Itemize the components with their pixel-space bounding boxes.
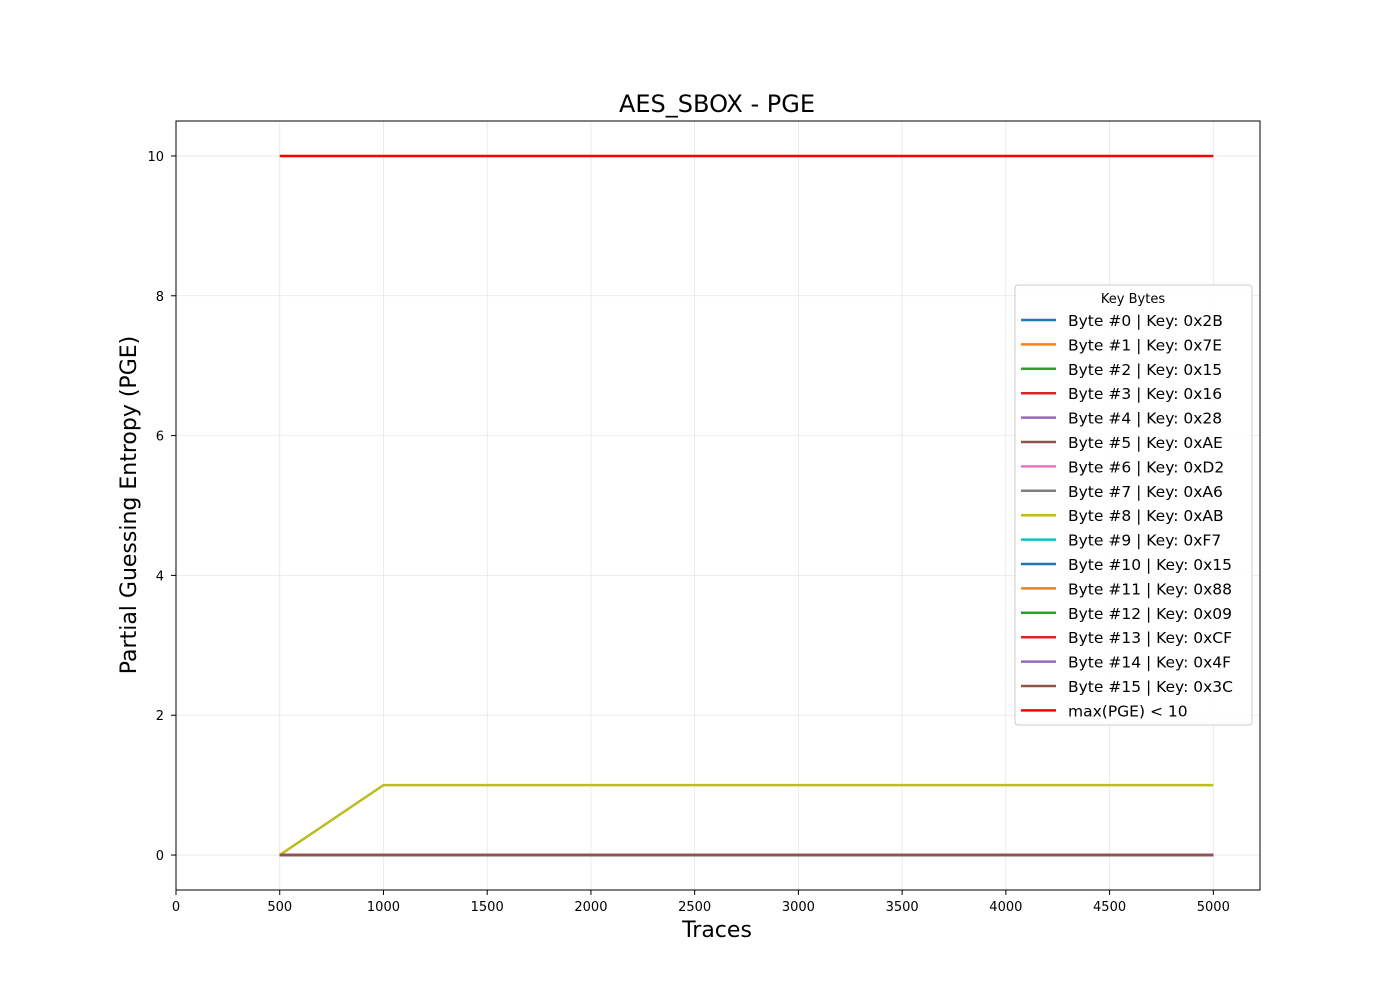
legend-label-10: Byte #10 | Key: 0x15 [1068, 556, 1232, 574]
plot-frame [175, 120, 1261, 891]
y-axis: 0 2 4 6 8 10 [147, 150, 176, 864]
legend-label-13: Byte #13 | Key: 0xCF [1068, 629, 1232, 647]
legend-label-15: Byte #15 | Key: 0x3C [1068, 678, 1233, 696]
legend-label-8: Byte #8 | Key: 0xAB [1068, 507, 1224, 525]
legend-label-14: Byte #14 | Key: 0x4F [1068, 654, 1231, 672]
legend-label-9: Byte #9 | Key: 0xF7 [1068, 532, 1221, 550]
x-tick-label: 0 [172, 900, 180, 915]
x-tick-label: 1000 [367, 900, 400, 915]
x-tick-label: 4000 [989, 900, 1022, 915]
x-axis-label: Traces [681, 918, 752, 943]
legend-label-12: Byte #12 | Key: 0x09 [1068, 605, 1232, 623]
chart-title: AES_SBOX - PGE [619, 90, 815, 118]
legend-label-11: Byte #11 | Key: 0x88 [1068, 580, 1232, 598]
y-axis-label: Partial Guessing Entropy (PGE) [117, 336, 142, 674]
legend-box [1014, 284, 1253, 726]
series-lines [279, 154, 1214, 857]
y-tick-label: 10 [147, 150, 164, 165]
legend-label-2: Byte #2 | Key: 0x15 [1068, 361, 1222, 379]
legend-label-16: max(PGE) < 10 [1068, 702, 1188, 720]
series-line-8 [279, 783, 1214, 857]
legend: Key Bytes Byte #0 | Key: 0x2B Byte #1 | K… [1014, 284, 1253, 726]
x-tick-label: 3000 [782, 900, 815, 915]
y-tick-label: 4 [156, 569, 164, 584]
x-tick-label: 5000 [1197, 900, 1230, 915]
x-tick-label: 3500 [886, 900, 919, 915]
x-tick-label: 500 [267, 900, 292, 915]
x-tick-label: 1500 [471, 900, 504, 915]
legend-label-1: Byte #1 | Key: 0x7E [1068, 336, 1222, 354]
legend-label-6: Byte #6 | Key: 0xD2 [1068, 458, 1224, 476]
y-tick-label: 6 [156, 430, 164, 445]
legend-label-4: Byte #4 | Key: 0x28 [1068, 410, 1222, 428]
legend-label-3: Byte #3 | Key: 0x16 [1068, 385, 1222, 403]
legend-label-0: Byte #0 | Key: 0x2B [1068, 312, 1223, 330]
x-tick-label: 4500 [1093, 900, 1126, 915]
legend-label-7: Byte #7 | Key: 0xA6 [1068, 483, 1223, 501]
y-tick-label: 0 [156, 849, 164, 864]
x-tick-label: 2000 [574, 900, 607, 915]
x-axis: 0 500 1000 1500 2000 2500 3000 3500 4000 4500 5000 [172, 890, 1230, 915]
legend-title: Key Bytes [1101, 292, 1165, 307]
x-tick-label: 2500 [678, 900, 711, 915]
y-tick-label: 8 [156, 290, 164, 305]
y-tick-label: 2 [156, 709, 164, 724]
legend-label-5: Byte #5 | Key: 0xAE [1068, 434, 1223, 452]
